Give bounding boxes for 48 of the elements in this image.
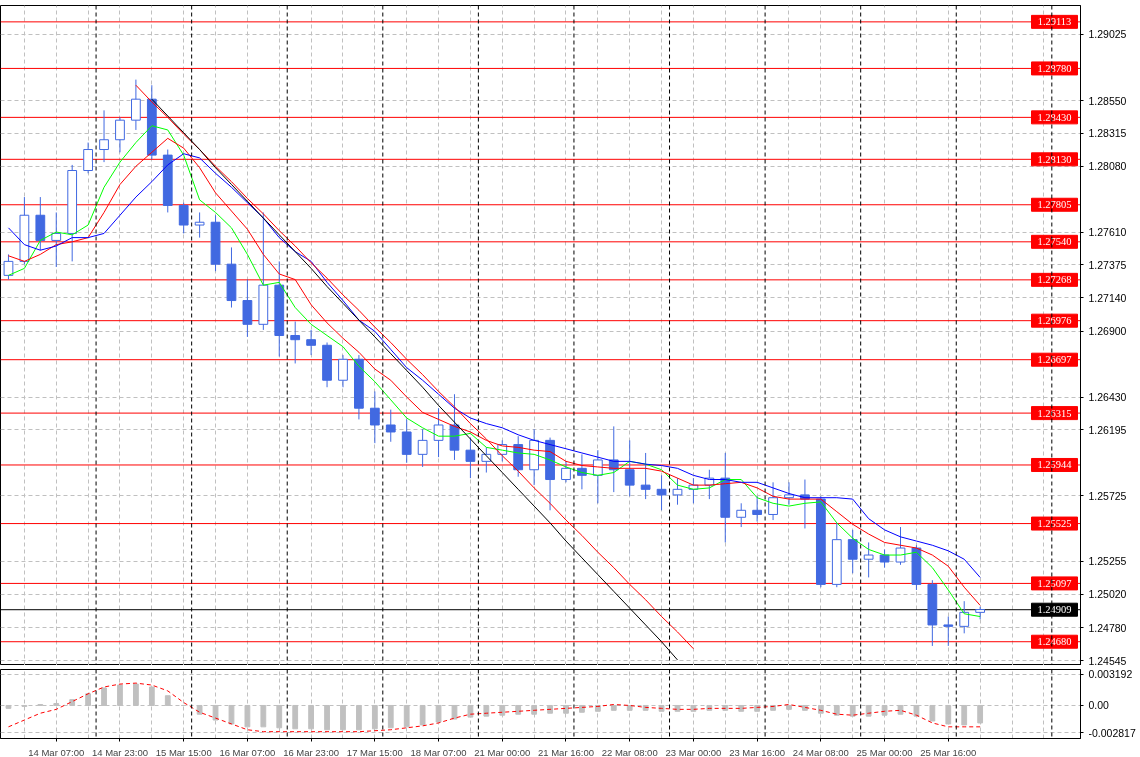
x-tick-label: 15 Mar 15:00 xyxy=(155,746,212,757)
ref-line-label: 1.28130 xyxy=(1037,153,1072,165)
y-tick-label: 1.24780 xyxy=(1088,621,1127,634)
ref-line-label: 1.26315 xyxy=(1037,407,1072,419)
y-tick-label: 1.26195 xyxy=(1088,423,1127,436)
x-tick-label: 21 Mar 16:00 xyxy=(538,746,594,757)
y-tick-label: -0.002817 xyxy=(1088,726,1136,739)
ref-line-label: 1.28780 xyxy=(1037,62,1072,74)
ref-line-label: 1.27540 xyxy=(1037,236,1072,248)
y-tick-label: 1.27140 xyxy=(1088,291,1127,304)
y-tick-label: 1.25255 xyxy=(1088,555,1127,568)
y-tick-label: 1.28550 xyxy=(1088,94,1127,107)
x-tick-label: 14 Mar 07:00 xyxy=(28,746,85,757)
y-tick-label: 1.28315 xyxy=(1088,127,1127,140)
x-tick-label: 23 Mar 16:00 xyxy=(729,746,786,757)
y-tick-label: 1.27375 xyxy=(1088,258,1127,271)
y-tick-label: 0.003192 xyxy=(1088,668,1133,681)
y-tick-label: 0.00 xyxy=(1088,699,1110,712)
x-tick-label: 16 Mar 23:00 xyxy=(283,746,340,757)
ref-line-label: 1.25097 xyxy=(1037,577,1072,589)
ref-line-label: 1.25944 xyxy=(1037,459,1073,471)
x-tick-label: 16 Mar 07:00 xyxy=(219,746,276,757)
y-tick-label: 1.26430 xyxy=(1088,391,1127,404)
y-tick-label: 1.26900 xyxy=(1088,325,1127,338)
ref-line-label: 1.27268 xyxy=(1037,274,1072,286)
ref-line-label: 1.24680 xyxy=(1037,636,1072,648)
ref-line-label: 1.25525 xyxy=(1037,518,1072,530)
x-tick-label: 22 Mar 08:00 xyxy=(601,746,658,757)
ref-line-label: 1.29113 xyxy=(1037,16,1072,28)
x-tick-label: 23 Mar 00:00 xyxy=(665,746,722,757)
x-tick-label: 21 Mar 00:00 xyxy=(474,746,531,757)
x-tick-label: 25 Mar 00:00 xyxy=(856,746,913,757)
y-tick-label: 1.25725 xyxy=(1088,489,1127,502)
y-tick-label: 1.28080 xyxy=(1088,160,1127,173)
ref-line-label: 1.26976 xyxy=(1037,315,1072,327)
y-tick-label: 1.27610 xyxy=(1088,226,1127,239)
x-tick-label: 18 Mar 07:00 xyxy=(410,746,467,757)
x-tick-label: 14 Mar 23:00 xyxy=(91,746,148,757)
ref-line-label: 1.28430 xyxy=(1037,111,1072,123)
ref-line-label: 1.24909 xyxy=(1037,604,1072,616)
y-tick-label: 1.29025 xyxy=(1088,28,1127,41)
x-tick-label: 25 Mar 16:00 xyxy=(920,746,977,757)
x-tick-label: 24 Mar 08:00 xyxy=(792,746,849,757)
y-tick-label: 1.24545 xyxy=(1088,654,1127,667)
y-tick-label: 1.25020 xyxy=(1088,588,1127,601)
ref-line-label: 1.26697 xyxy=(1037,354,1072,366)
ref-line-label: 1.27805 xyxy=(1037,199,1072,211)
x-tick-label: 17 Mar 15:00 xyxy=(346,746,403,757)
